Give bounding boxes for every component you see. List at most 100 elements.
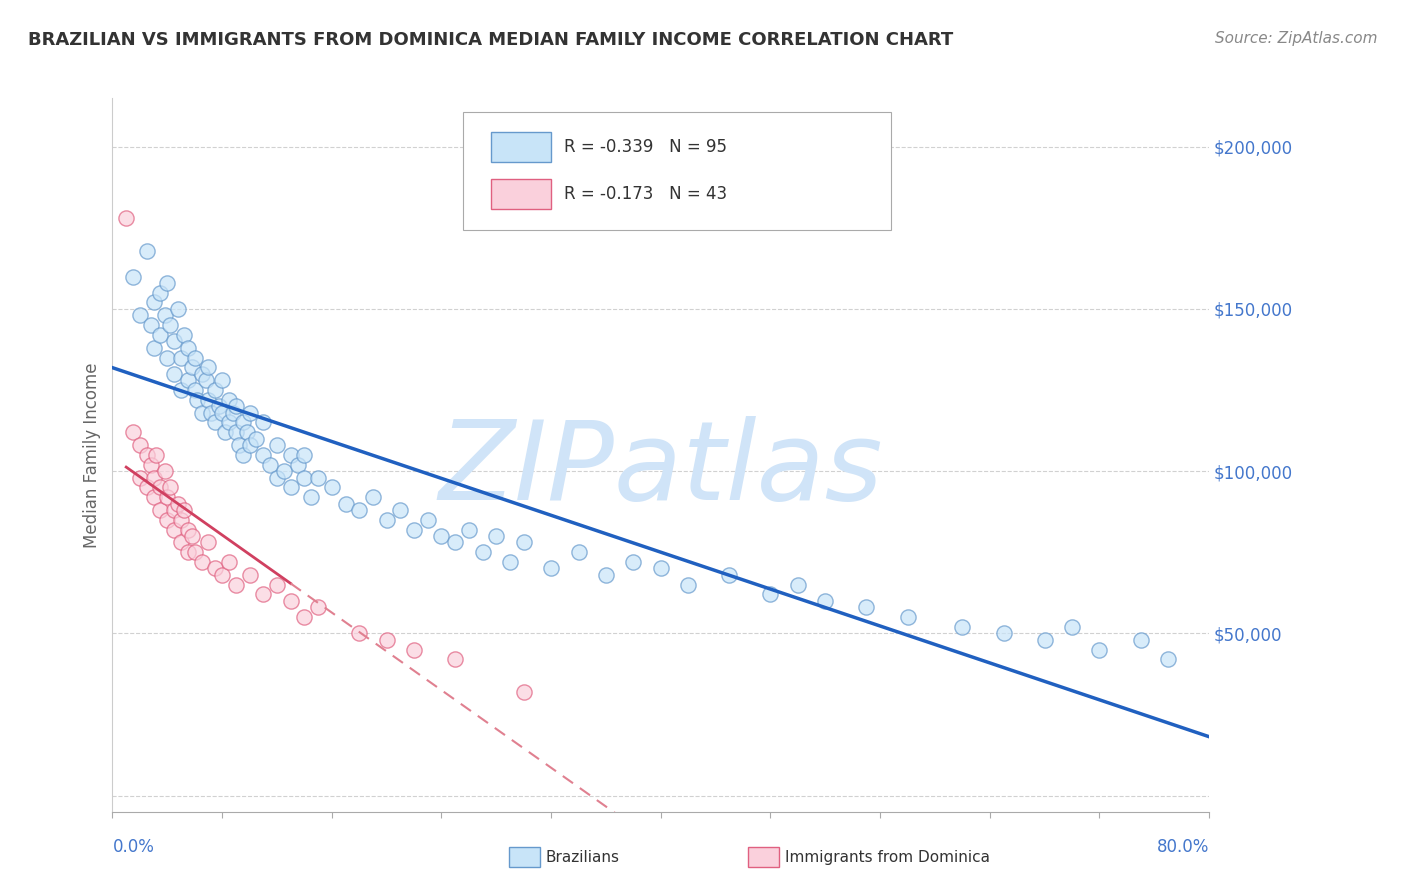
Point [153, 464, 176, 478]
Point [214, 425, 236, 440]
Point [897, 610, 920, 624]
Point [142, 470, 165, 484]
Point [718, 568, 741, 582]
Point [759, 587, 782, 601]
Point [232, 448, 254, 462]
Point [163, 334, 186, 349]
Point [211, 406, 233, 420]
Point [122, 425, 145, 440]
Point [163, 523, 186, 537]
Point [129, 309, 152, 323]
Y-axis label: Median Family Income: Median Family Income [83, 362, 101, 548]
Point [173, 503, 195, 517]
Point [115, 211, 138, 226]
Point [568, 545, 591, 559]
Point [190, 406, 212, 420]
Point [650, 561, 672, 575]
Point [167, 497, 190, 511]
Point [218, 555, 240, 569]
Point [197, 392, 219, 407]
Point [149, 503, 172, 517]
Point [218, 416, 240, 430]
Point [129, 470, 152, 484]
Point [404, 523, 426, 537]
Point [122, 269, 145, 284]
Point [299, 490, 322, 504]
Point [225, 399, 247, 413]
Bar [491, 132, 551, 162]
Point [156, 513, 179, 527]
Text: Brazilians: Brazilians [546, 850, 620, 864]
Point [239, 568, 262, 582]
Point [232, 416, 254, 430]
Point [149, 285, 172, 300]
Point [855, 600, 877, 615]
Point [252, 587, 274, 601]
Text: R = -0.339   N = 95: R = -0.339 N = 95 [564, 138, 727, 156]
Point [135, 448, 157, 462]
Point [621, 555, 644, 569]
Point [266, 577, 288, 591]
Point [444, 535, 467, 549]
Point [252, 416, 274, 430]
Point [321, 480, 343, 494]
Point [173, 327, 195, 342]
Text: Source: ZipAtlas.com: Source: ZipAtlas.com [1215, 31, 1378, 46]
Point [170, 535, 193, 549]
Point [375, 632, 398, 647]
Point [225, 425, 247, 440]
Point [595, 568, 617, 582]
Point [181, 529, 204, 543]
Point [177, 373, 200, 387]
Point [513, 535, 536, 549]
Point [458, 523, 481, 537]
Point [444, 652, 467, 666]
Point [513, 684, 536, 698]
Point [814, 594, 837, 608]
Point [993, 626, 1015, 640]
Point [204, 416, 226, 430]
Point [349, 626, 371, 640]
Point [129, 438, 152, 452]
Point [239, 406, 262, 420]
Point [294, 448, 316, 462]
Bar [491, 178, 551, 209]
Point [787, 577, 810, 591]
Point [273, 464, 295, 478]
Point [211, 373, 233, 387]
Point [236, 425, 259, 440]
Point [1033, 632, 1056, 647]
Point [540, 561, 562, 575]
Point [153, 309, 176, 323]
Text: Immigrants from Dominica: Immigrants from Dominica [785, 850, 990, 864]
Point [307, 470, 329, 484]
Point [190, 367, 212, 381]
Point [183, 383, 207, 397]
Point [170, 383, 193, 397]
Point [1129, 632, 1152, 647]
Point [416, 513, 439, 527]
FancyBboxPatch shape [464, 112, 891, 230]
Point [471, 545, 494, 559]
Point [222, 406, 245, 420]
Text: 0.0%: 0.0% [112, 838, 155, 855]
Point [499, 555, 522, 569]
Point [208, 399, 231, 413]
Point [1088, 642, 1111, 657]
Text: 80.0%: 80.0% [1157, 838, 1209, 855]
Point [349, 503, 371, 517]
Text: BRAZILIAN VS IMMIGRANTS FROM DOMINICA MEDIAN FAMILY INCOME CORRELATION CHART: BRAZILIAN VS IMMIGRANTS FROM DOMINICA ME… [28, 31, 953, 49]
Point [156, 351, 179, 365]
Point [177, 341, 200, 355]
Point [163, 503, 186, 517]
Point [167, 301, 190, 316]
Point [307, 600, 329, 615]
Point [177, 523, 200, 537]
Point [204, 383, 226, 397]
Point [186, 392, 208, 407]
Point [156, 490, 179, 504]
Point [375, 513, 398, 527]
Point [280, 480, 302, 494]
Point [228, 438, 250, 452]
Point [135, 480, 157, 494]
